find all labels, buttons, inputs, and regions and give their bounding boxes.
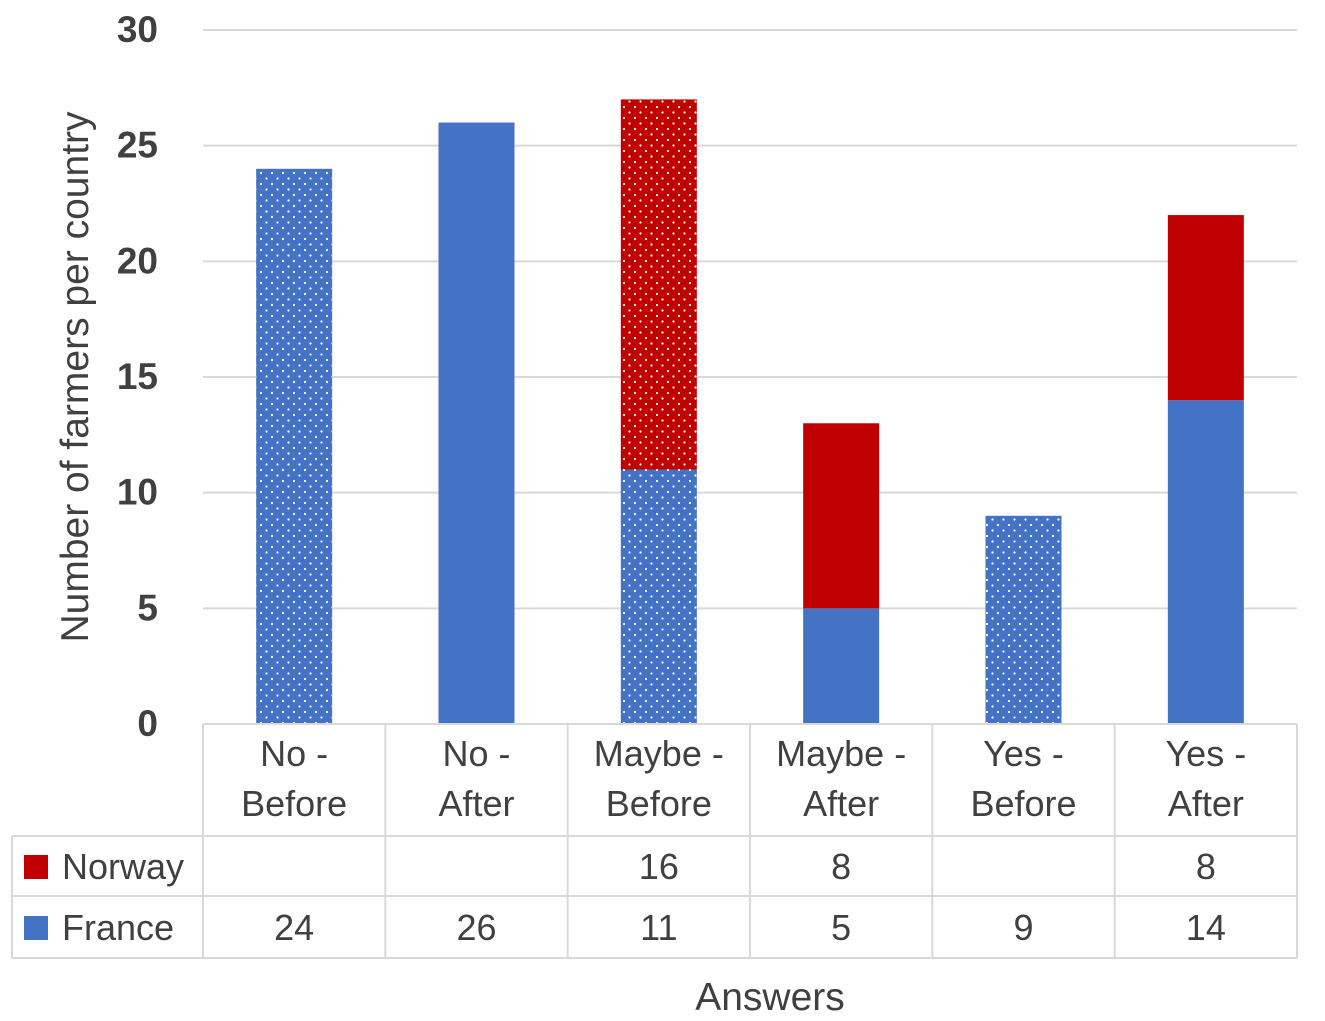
category-label-line: Maybe - (594, 733, 724, 774)
bar-norway (803, 423, 880, 609)
y-tick-label: 5 (137, 587, 158, 628)
bar-france (438, 122, 515, 725)
category-label: Maybe - Before (594, 733, 724, 824)
bar-pattern (256, 168, 333, 725)
legend-key-norway (24, 855, 48, 879)
category-label-line: Before (970, 783, 1076, 824)
bar-pattern (985, 515, 1062, 724)
category-label-line: Yes - (1165, 733, 1246, 774)
category-label: Yes - Before (970, 733, 1076, 824)
category-label-line: After (803, 783, 879, 824)
category-label-line: No - (260, 733, 328, 774)
category-label: Yes - After (1165, 733, 1246, 824)
category-label-line: Maybe - (776, 733, 906, 774)
category-label: No - After (438, 733, 514, 824)
y-tick-label: 0 (137, 703, 158, 744)
category-label: No - Before (241, 733, 347, 824)
data-table-value: 9 (1013, 907, 1033, 948)
category-label-line: No - (442, 733, 510, 774)
data-table-value: 5 (831, 907, 851, 948)
category-label-line: After (1168, 783, 1244, 824)
data-table-value: 11 (640, 907, 677, 948)
data-table-value: 26 (456, 907, 496, 948)
bar-pattern (620, 469, 697, 724)
x-axis-title: Answers (695, 976, 845, 1016)
legend-key-france (24, 916, 48, 940)
data-table-value: 16 (639, 846, 679, 887)
y-tick-label: 30 (117, 9, 158, 50)
bar-pattern (620, 99, 697, 470)
data-table-value: 8 (1196, 846, 1216, 887)
y-tick-label: 25 (117, 125, 158, 166)
bar-norway (1167, 215, 1244, 401)
bar-france (803, 608, 880, 724)
category-label-line: Yes - (983, 733, 1064, 774)
category-label: Maybe - After (776, 733, 906, 824)
y-tick-label: 20 (117, 240, 158, 281)
data-table-value: 8 (831, 846, 851, 887)
y-tick-label: 10 (117, 472, 158, 513)
bar-france (1167, 400, 1244, 724)
data-table-value: 14 (1186, 907, 1226, 948)
y-tick-label: 15 (117, 356, 158, 397)
category-label-line: Before (606, 783, 712, 824)
legend-label-norway: Norway (62, 846, 184, 887)
y-axis-title: Number of farmers per country (54, 111, 97, 643)
category-label-line: After (438, 783, 514, 824)
category-label-line: Before (241, 783, 347, 824)
data-table-value: 24 (274, 907, 314, 948)
legend-label-france: France (62, 907, 174, 948)
